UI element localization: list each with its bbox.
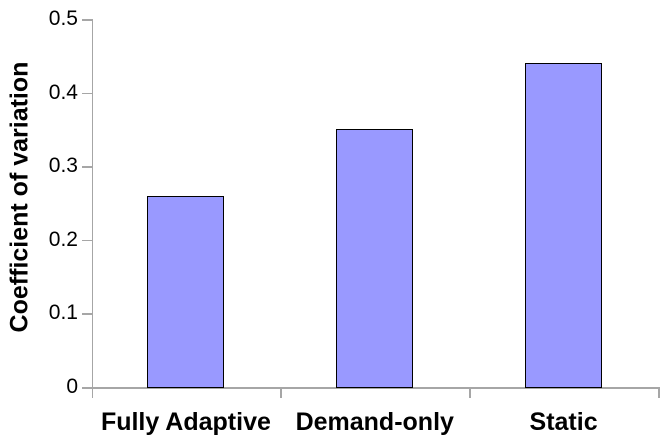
y-tick-label: 0.3	[48, 154, 78, 178]
x-category-label-demand-only: Demand-only	[295, 408, 454, 436]
y-axis-line	[91, 19, 93, 389]
bar-static	[525, 63, 603, 389]
y-tick-mark	[81, 387, 92, 389]
x-tick-mark	[658, 388, 660, 398]
y-tick-label: 0.2	[48, 227, 78, 251]
x-tick-mark	[91, 388, 93, 398]
y-tick-label: 0.1	[48, 301, 78, 325]
y-tick-mark	[81, 92, 92, 95]
y-tick-mark	[81, 166, 92, 168]
bar-fully-adaptive	[147, 195, 225, 389]
x-category-label-fully-adaptive: Fully Adaptive	[100, 408, 271, 436]
y-tick-label: 0.4	[48, 80, 78, 104]
bar-demand-only	[336, 129, 414, 389]
y-tick-mark	[81, 313, 92, 315]
x-tick-mark	[280, 388, 282, 398]
y-tick-mark	[81, 239, 92, 242]
y-tick-label: 0	[66, 375, 78, 398]
y-tick-label: 0.5	[48, 7, 78, 30]
x-tick-mark	[469, 388, 471, 398]
y-tick-mark	[81, 19, 92, 21]
x-category-label-static: Static	[529, 408, 598, 436]
